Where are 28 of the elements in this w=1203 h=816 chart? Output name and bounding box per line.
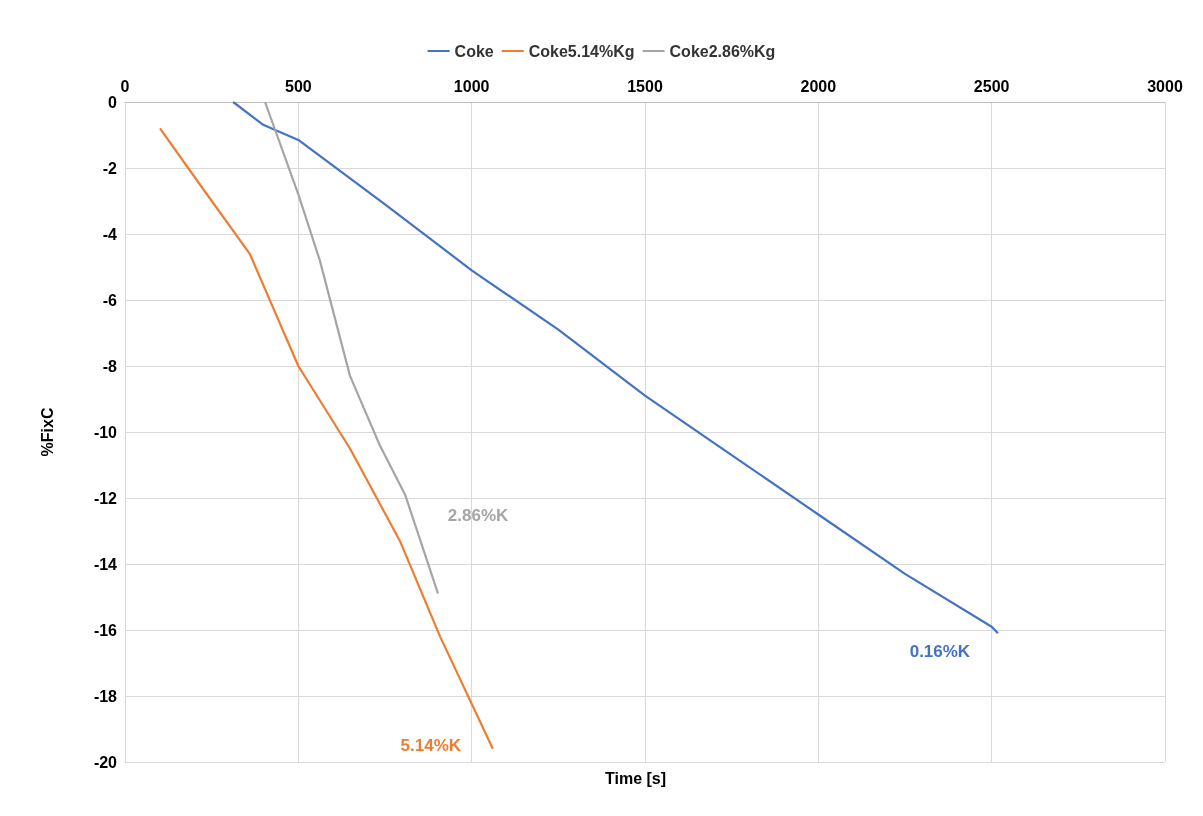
legend-label: Coke5.14%Kg xyxy=(528,42,635,60)
y-tick-label: -14 xyxy=(93,555,118,573)
y-tick-label: -8 xyxy=(102,357,118,375)
y-tick-label: -18 xyxy=(93,687,118,705)
y-axis-title: %FixC xyxy=(38,407,56,457)
annotation: 5.14%K xyxy=(400,736,462,756)
y-tick-label: -16 xyxy=(93,621,118,639)
legend-label: Coke xyxy=(454,42,494,60)
y-tick-label: -6 xyxy=(102,291,118,309)
x-axis-title: Time [s] xyxy=(605,769,667,787)
x-tick-label: 1000 xyxy=(453,77,490,95)
x-tick-label: 1500 xyxy=(627,77,663,95)
line-series xyxy=(232,100,1000,635)
annotation: 2.86%K xyxy=(447,506,509,526)
x-tick-label: 0 xyxy=(120,77,130,95)
annotation: 0.16%K xyxy=(909,641,971,661)
x-tick-label: 2000 xyxy=(800,77,837,95)
legend-label: Coke2.86%Kg xyxy=(669,42,776,60)
y-tick-label: -10 xyxy=(93,423,118,441)
y-tick-label: -2 xyxy=(102,159,118,177)
y-tick-label: -20 xyxy=(93,753,118,771)
x-tick-label: 3000 xyxy=(1147,77,1183,95)
y-tick-label: -4 xyxy=(102,225,118,243)
line-series xyxy=(263,100,440,595)
x-tick-label: 2500 xyxy=(973,77,1010,95)
y-tick-label: 0 xyxy=(108,93,118,111)
x-tick-label: 500 xyxy=(284,77,312,95)
y-tick-label: -12 xyxy=(93,489,118,507)
